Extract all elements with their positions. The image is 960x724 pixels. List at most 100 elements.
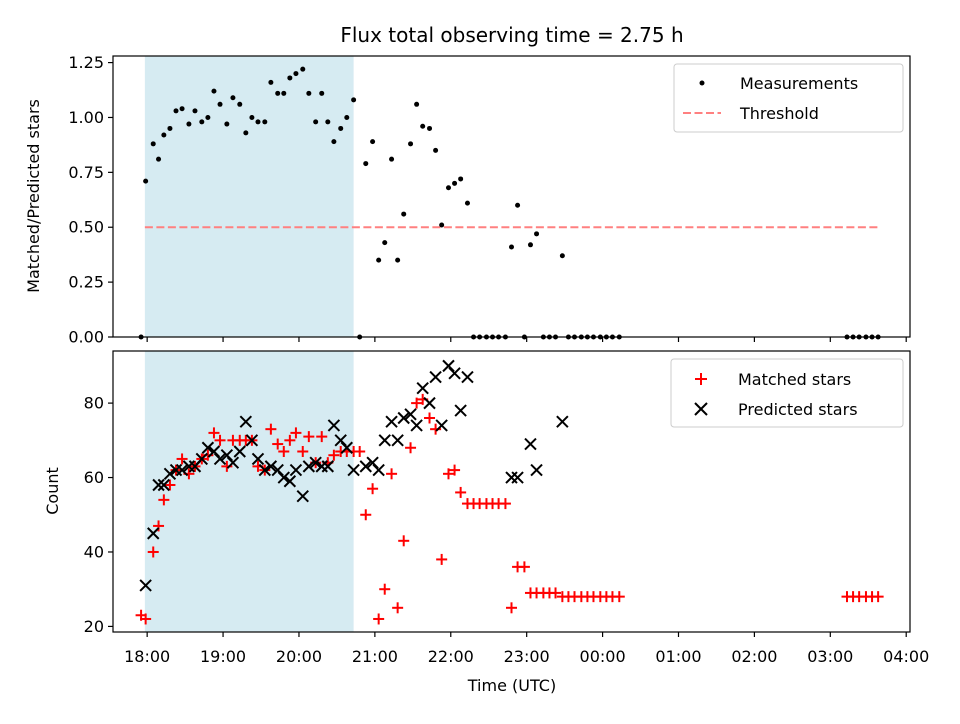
predicted-star-point [321, 460, 335, 473]
measurement-point [527, 242, 533, 248]
x-axis-label: Time (UTC) [467, 676, 556, 695]
matched-star-point [158, 494, 170, 506]
bottom-y-tick-label: 80 [84, 394, 104, 413]
predicted-star-point [264, 460, 278, 473]
matched-star-point [379, 583, 391, 595]
top-y-tick-label: 0.25 [68, 273, 104, 292]
matched-star-point [455, 486, 467, 498]
measurement-point [230, 95, 236, 101]
measurement-point [281, 90, 287, 96]
predicted-star-point [296, 489, 309, 503]
measurement-point [192, 108, 198, 114]
matched-star-point [373, 613, 385, 625]
measurement-point [262, 119, 268, 125]
measurement-point [205, 114, 211, 120]
matched-star-point [518, 561, 530, 573]
matched-star-point [360, 509, 372, 521]
predicted-star-point [397, 411, 410, 425]
predicted-star-point [530, 463, 543, 477]
matched-star-point [278, 445, 290, 457]
matched-star-point [284, 434, 296, 446]
measurement-point [344, 114, 350, 120]
predicted-star-point [378, 434, 391, 447]
x-tick-label: 22:00 [428, 647, 474, 666]
measurement-point [420, 123, 426, 129]
matched-star-point [140, 613, 152, 625]
matched-star-point [164, 479, 176, 491]
matched-star-point [290, 427, 302, 439]
predicted-star-point [239, 415, 253, 428]
matched-star-point [398, 535, 410, 547]
measurement-point [243, 130, 249, 136]
matched-star-point [297, 445, 309, 457]
measurement-point [464, 200, 470, 206]
predicted-star-point [391, 434, 404, 447]
legend-matched-label: Matched stars [738, 370, 851, 389]
predicted-star-point [435, 419, 448, 432]
predicted-star-point [416, 382, 429, 395]
predicted-star-point [410, 419, 423, 432]
matched-star-point [265, 423, 277, 435]
measurement-point [293, 71, 299, 77]
measurement-point [156, 156, 162, 162]
legend-matched-marker [695, 373, 707, 385]
top-y-tick-label: 0.00 [68, 328, 104, 347]
measurement-point [414, 101, 420, 107]
predicted-star-point [556, 415, 569, 428]
matched-star-point [303, 431, 315, 443]
predicted-star-point [372, 463, 385, 477]
x-tick-label: 23:00 [504, 647, 550, 666]
bottom-y-tick-label: 40 [84, 542, 104, 561]
measurement-point [382, 240, 388, 246]
bottom-axes: 20 40 60 80 18:00 19:00 20:00 21:00 22:00 23:00 0… [43, 350, 929, 695]
measurement-point [376, 257, 382, 263]
top-y-axis-label: Matched/Predicted stars [24, 99, 43, 293]
predicted-star-point [251, 452, 265, 466]
predicted-star-point [309, 456, 322, 469]
legend-threshold-label: Threshold [739, 104, 819, 123]
x-tick-label: 02:00 [731, 647, 777, 666]
x-tick-label: 18:00 [124, 647, 170, 666]
matched-star-point [872, 591, 884, 603]
legend-predicted-marker [694, 402, 708, 416]
predicted-stars-points [139, 359, 569, 592]
matched-star-point [405, 442, 417, 454]
predicted-star-point [302, 460, 316, 473]
matched-star-point [411, 397, 423, 409]
matched-star-point [386, 468, 398, 480]
top-x-ticks [146, 337, 907, 342]
measurement-point [306, 90, 312, 96]
bottom-legend-box [670, 358, 904, 428]
measurement-point [534, 231, 540, 237]
matched-star-point [550, 587, 562, 599]
bottom-y-tick-label: 60 [84, 468, 104, 487]
measurement-point [143, 178, 149, 184]
bottom-shaded-region [144, 351, 354, 632]
measurement-point [395, 257, 401, 263]
measurement-point [363, 161, 369, 167]
measurement-point [275, 90, 281, 96]
top-axes: 0.00 0.25 0.50 0.75 1.00 1.25 Matched/Predict… [24, 53, 911, 347]
matched-star-point [214, 434, 226, 446]
bottom-x-ticks: 18:00 19:00 20:00 21:00 22:00 23:00 00:00 01:00… [124, 632, 929, 666]
matched-star-point [147, 546, 159, 558]
matched-star-point [506, 602, 517, 614]
predicted-star-point [175, 463, 189, 477]
predicted-star-point [404, 408, 417, 421]
matched-star-point [424, 412, 436, 424]
matched-star-point [354, 445, 366, 457]
top-y-tick-label: 0.50 [68, 218, 104, 237]
matched-star-point [367, 483, 379, 495]
matched-star-point [153, 520, 165, 532]
measurement-point [211, 88, 217, 94]
top-y-ticks: 0.00 0.25 0.50 0.75 1.00 1.25 [68, 53, 113, 347]
predicted-star-point [226, 456, 240, 469]
matched-star-point [208, 427, 220, 439]
measurement-point [389, 156, 395, 162]
predicted-star-point [347, 463, 360, 477]
predicted-star-point [289, 463, 303, 477]
measurement-point [217, 101, 223, 107]
measurement-point [161, 132, 167, 138]
matched-star-point [436, 553, 448, 565]
